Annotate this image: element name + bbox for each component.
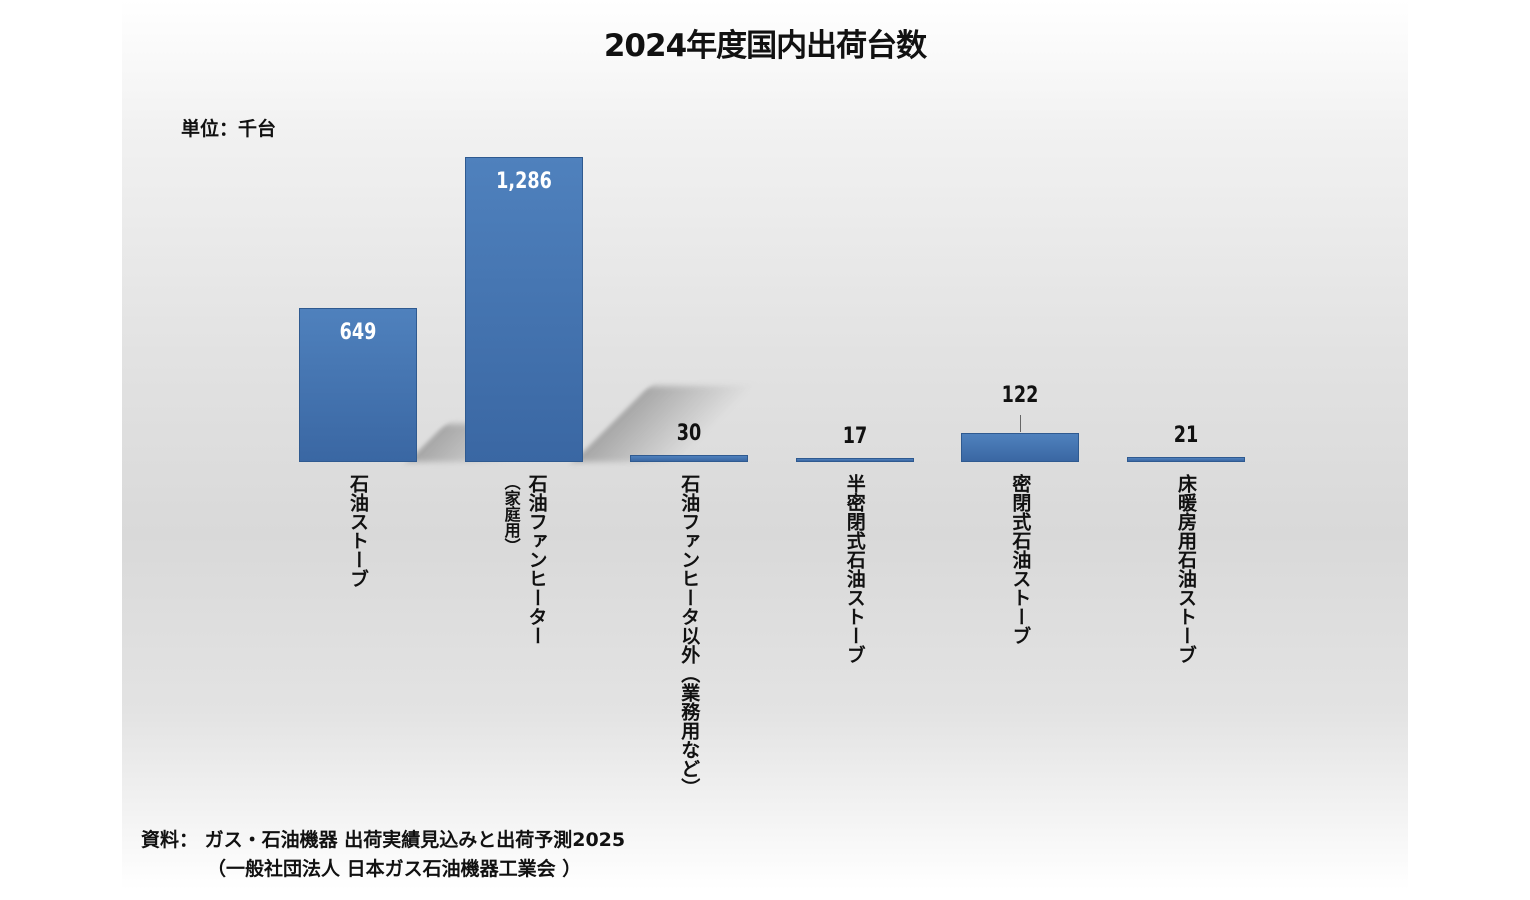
bar — [630, 454, 749, 462]
source-note: 資料： ガス・石油機器 出荷実績見込みと出荷予測2025 （一般社団法人 日本ガ… — [141, 826, 625, 884]
category-label: 床暖房用石油ストーブ — [1173, 474, 1199, 664]
bar — [299, 308, 417, 462]
bar — [1127, 457, 1245, 462]
category-label: 石油ストーブ — [345, 474, 371, 588]
category-label-line: 石油ファンヒータ以外（業務用など） — [678, 474, 701, 797]
source-line-1: 資料： ガス・石油機器 出荷実績見込みと出荷予測2025 — [141, 829, 626, 851]
category-label: 半密閉式石油ストーブ — [842, 474, 868, 664]
category-label: 密閉式石油ストーブ — [1007, 474, 1033, 645]
data-label: 649 — [339, 320, 377, 346]
unit-label: 単位：千台 — [181, 118, 277, 140]
category-label-line: 石油ストーブ — [347, 474, 369, 588]
category-label: 石油ファンヒーター （家庭用） — [498, 474, 550, 645]
data-label: 17 — [842, 423, 868, 449]
data-label: 122 — [1002, 383, 1039, 409]
category-label-line: 半密閉式石油ストーブ — [843, 474, 866, 664]
category-label-line: 石油ファンヒーター — [525, 474, 548, 645]
bar — [464, 157, 583, 462]
category-label: 石油ファンヒータ以外（業務用など） — [676, 474, 702, 797]
data-label: 30 — [676, 420, 702, 446]
category-label-line: （家庭用） — [501, 474, 521, 554]
bar — [961, 433, 1080, 462]
data-label: 21 — [1173, 423, 1199, 449]
source-line-2: （一般社団法人 日本ガス石油機器工業会 ） — [207, 858, 582, 880]
chart-title: 2024年度国内出荷台数 — [603, 28, 927, 64]
bar — [795, 457, 914, 462]
category-label-line: 床暖房用石油ストーブ — [1175, 474, 1197, 664]
data-label: 1,286 — [495, 169, 552, 194]
data-label-leader — [1020, 415, 1022, 433]
category-label-line: 密閉式石油ストーブ — [1009, 474, 1032, 645]
